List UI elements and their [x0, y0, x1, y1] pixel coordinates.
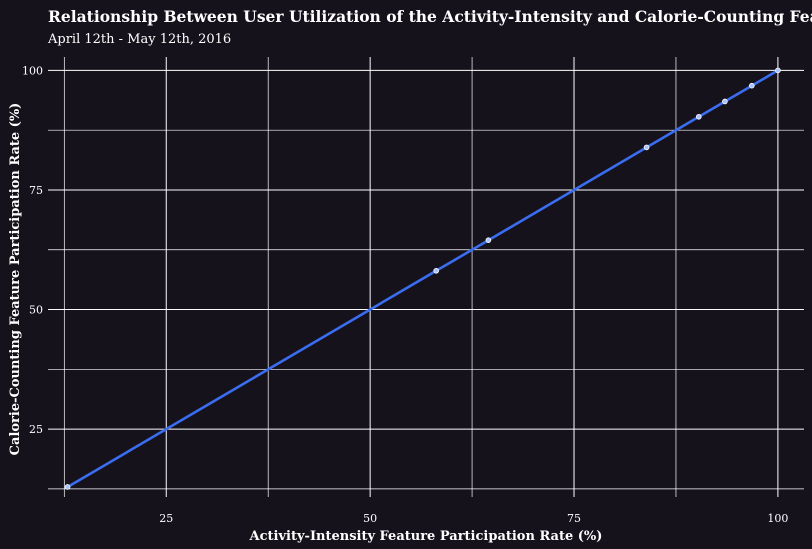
- y-tick-label: 50: [29, 304, 43, 317]
- data-point: [64, 484, 71, 490]
- y-axis-title: Calorie-Counting Feature Participation R…: [8, 103, 23, 456]
- trend-line-layer: [66, 69, 780, 489]
- y-tick-label: 100: [22, 64, 43, 77]
- x-tick-label: 75: [567, 512, 581, 525]
- data-point: [749, 82, 755, 89]
- x-axis-title: Activity-Intensity Feature Participation…: [249, 529, 603, 544]
- data-point: [722, 98, 728, 105]
- grid-lines: [48, 57, 804, 497]
- y-tick-label: 25: [29, 423, 43, 436]
- data-point: [695, 113, 702, 120]
- x-tick-label: 100: [767, 512, 788, 525]
- trend-line: [66, 69, 780, 489]
- chart-subtitle: April 12th - May 12th, 2016: [47, 32, 231, 47]
- data-point: [485, 237, 492, 243]
- x-tick-label: 50: [363, 512, 377, 525]
- y-tick-label: 75: [29, 184, 43, 197]
- x-tick-label: 25: [159, 512, 173, 525]
- chart-title: Relationship Between User Utilization of…: [48, 7, 812, 26]
- data-point: [775, 67, 781, 74]
- data-points: [64, 67, 781, 490]
- data-point: [643, 144, 650, 151]
- data-point: [433, 267, 439, 274]
- tick-labels: 25 50 75 100 25 50 75 100: [22, 64, 788, 525]
